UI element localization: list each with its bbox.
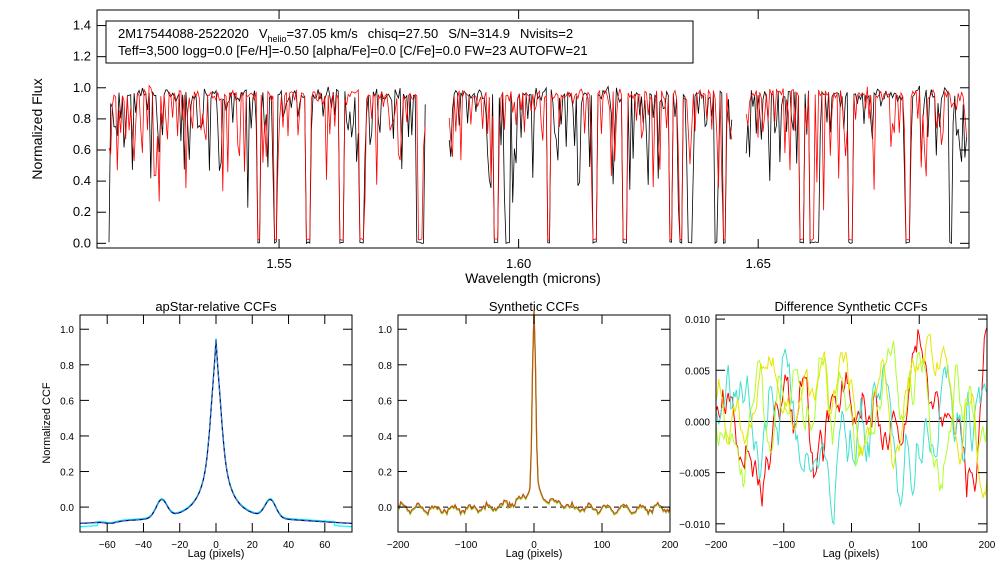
- synthetic-ccf-title: Synthetic CCFs: [489, 299, 580, 314]
- model-spectrum-line: [745, 86, 967, 241]
- x-tick-label: 200: [662, 540, 679, 551]
- y-tick-label: 0.2: [73, 204, 91, 219]
- y-tick-label: 0.6: [73, 142, 91, 157]
- x-tick-label: −100: [772, 540, 795, 551]
- apstar-ccf-y-label: Normalized CCF: [41, 382, 53, 464]
- vhelio-prefix: V: [259, 26, 268, 41]
- difference-ccf-axes: −200 −100 0 100 200 −0.010 −0.005 0.000 0.005 0.0…: [679, 315, 996, 551]
- synthetic-ccf-frame: [397, 314, 671, 533]
- x-tick-label: −200: [387, 540, 410, 551]
- vhelio-value: =37.05 km/s: [287, 26, 359, 41]
- y-tick-label: 0.6: [60, 396, 74, 407]
- synthetic-ccf-axes: −200 −100 0 100 200 0.0 0.2 0.4 0.6 0.8 1.0: [378, 315, 679, 551]
- x-tick-label: −60: [99, 540, 116, 551]
- difference-ccf-panel: Difference Synthetic CCFs −200 −100 0 100 20…: [679, 299, 996, 560]
- vhelio-subscript: helio: [268, 34, 287, 44]
- y-tick-label: 0.8: [60, 361, 74, 372]
- y-tick-label: 0.4: [73, 173, 91, 188]
- difference-ccf-frame: [715, 314, 988, 533]
- apstar-ccf-title: apStar-relative CCFs: [155, 299, 277, 314]
- stellar-parameters: Teff=3,500 logg=0.0 [Fe/H]=-0.50 [alpha/…: [118, 43, 588, 58]
- x-tick-label: −40: [135, 540, 152, 551]
- difference-ccf-plot-area: [715, 327, 988, 526]
- y-tick-label: 0.0: [60, 503, 74, 514]
- spectrum-plot-area: [108, 84, 967, 245]
- visit-1-ccf-line: [79, 338, 353, 528]
- spectrum-x-label: Wavelength (microns): [465, 270, 601, 286]
- diff-2-difference-line: [715, 348, 988, 526]
- apstar-ccf-axes: −60 −40 −20 0 20 40 60 0.0 0.2 0.4 0.6 0.8 1.0: [60, 315, 352, 551]
- y-tick-label: 0.4: [60, 432, 74, 443]
- y-tick-label: 0.0: [73, 235, 91, 250]
- diff-4-difference-line: [715, 333, 988, 499]
- y-tick-label: 1.2: [73, 49, 91, 64]
- x-tick-label: −20: [171, 540, 188, 551]
- apstar-ccf-panel: apStar-relative CCFs −60 −40 −20 0 20 40 60 0.0…: [41, 299, 353, 560]
- model-spectrum-line: [448, 88, 733, 241]
- synthetic-ccf-panel: Synthetic CCFs −200 −100 0 100 200 0.0 0.2 0.4 0…: [378, 299, 679, 560]
- y-tick-label: 0.005: [685, 366, 710, 377]
- spectrum-frame: [96, 9, 970, 249]
- spectrum-axes: 1.55 1.60 1.65 0.0 0.2 0.4 0.6 0.8 1.0 1.2 1.4: [73, 10, 969, 271]
- y-tick-label: 0.8: [73, 111, 91, 126]
- apstar-ccf-plot-area: [79, 338, 353, 528]
- combined-synthetic-ccf-line: [397, 310, 671, 516]
- snr-value: S/N=314.9: [448, 26, 510, 41]
- visit-1-synthetic-ccf-line: [397, 311, 671, 517]
- x-tick-label: 0: [531, 540, 537, 551]
- x-tick-label: 20: [247, 540, 259, 551]
- y-tick-label: −0.005: [679, 469, 710, 480]
- nvisits-value: Nvisits=2: [520, 26, 573, 41]
- y-tick-label: 1.4: [73, 18, 91, 33]
- y-tick-label: 0.000: [685, 417, 710, 428]
- y-tick-label: 0.2: [60, 468, 74, 479]
- model-spectrum-line: [108, 84, 426, 241]
- x-tick-label: 60: [319, 540, 331, 551]
- x-tick-label: 40: [283, 540, 295, 551]
- x-tick-label: −200: [705, 540, 728, 551]
- y-tick-label: 0.2: [378, 468, 392, 479]
- y-tick-label: 1.0: [60, 325, 74, 336]
- y-tick-label: 1.0: [378, 325, 392, 336]
- y-tick-label: 0.4: [378, 432, 392, 443]
- synthetic-ccf-plot-area: [397, 310, 671, 517]
- diff-1-difference-line: [715, 327, 988, 507]
- y-tick-label: 1.0: [73, 80, 91, 95]
- info-line-1: 2M17544088-2522020 Vhelio=37.05 km/s chisq…: [118, 26, 573, 44]
- diff-3-difference-line: [715, 340, 988, 492]
- x-tick-label: 1.55: [266, 256, 291, 271]
- x-tick-label: −100: [455, 540, 478, 551]
- y-tick-label: 0.0: [378, 503, 392, 514]
- difference-ccf-x-label: Lag (pixels): [823, 548, 880, 560]
- x-tick-label: 200: [979, 540, 996, 551]
- visit-2-synthetic-ccf-line: [397, 310, 671, 516]
- y-tick-label: −0.010: [679, 520, 710, 531]
- x-tick-label: 0: [213, 540, 219, 551]
- difference-ccf-title: Difference Synthetic CCFs: [775, 299, 928, 314]
- y-tick-label: 0.010: [685, 315, 710, 326]
- spectrum-y-label: Normalized Flux: [29, 78, 45, 179]
- y-tick-label: 0.8: [378, 361, 392, 372]
- x-tick-label: 1.65: [746, 256, 771, 271]
- x-tick-label: 100: [911, 540, 928, 551]
- chisq-value: chisq=27.50: [368, 26, 438, 41]
- star-id: 2M17544088-2522020: [118, 26, 249, 41]
- info-box: [105, 20, 694, 64]
- spectrum-panel: 1.55 1.60 1.65 0.0 0.2 0.4 0.6 0.8 1.0 1.2 1.4 Wav…: [29, 9, 970, 286]
- apstar-ccf-x-label: Lag (pixels): [188, 548, 245, 560]
- x-tick-label: 100: [594, 540, 611, 551]
- visit-2-ccf-line: [79, 339, 353, 525]
- x-tick-label: 1.60: [506, 256, 531, 271]
- synthetic-ccf-x-label: Lag (pixels): [506, 548, 563, 560]
- combined-ccf-line: [79, 338, 353, 524]
- y-tick-label: 0.6: [378, 396, 392, 407]
- x-tick-label: 0: [849, 540, 855, 551]
